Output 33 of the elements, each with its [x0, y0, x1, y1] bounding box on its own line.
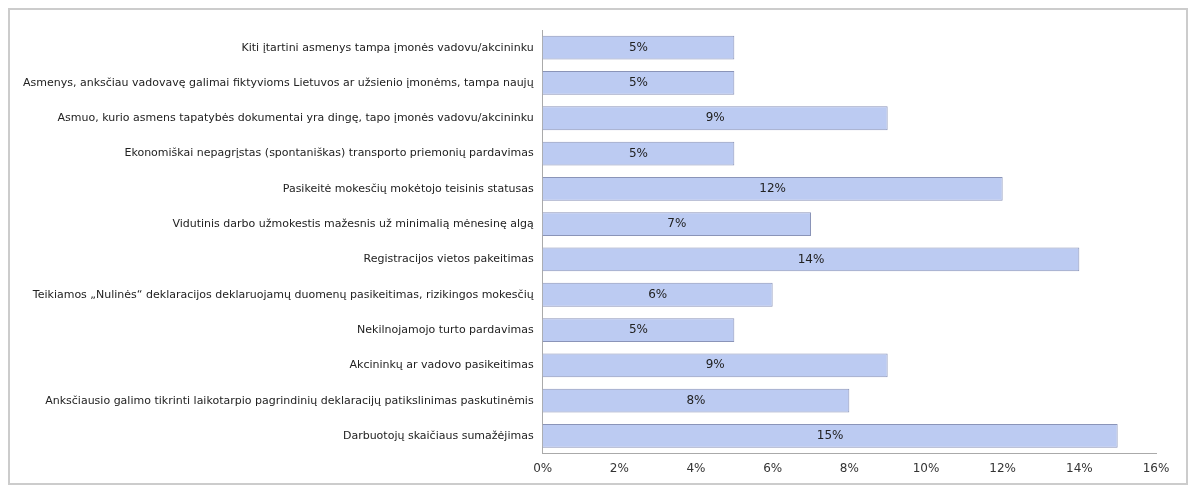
data-label: 8%	[686, 392, 706, 407]
data-label: 5%	[628, 145, 649, 160]
data-label: 6%	[648, 286, 668, 301]
data-label: 12%	[759, 180, 786, 195]
y-tick-label: Akcininkų ar vadovo pasikeitimas	[349, 358, 534, 372]
y-tick-label: Asmenys, anksčiau vadovavę galimai fiktyvioms Lietuvos ar užsienio įmonėms, tampa naujų	[22, 75, 534, 89]
data-label: 5%	[628, 322, 649, 337]
x-tick-label: 12%	[989, 460, 1016, 475]
x-tick-label: 8%	[839, 460, 859, 475]
data-label: 5%	[628, 75, 649, 90]
x-tick-label: 6%	[763, 460, 783, 475]
x-tick-label: 16%	[1142, 460, 1170, 475]
data-label: 14%	[797, 251, 825, 266]
y-tick-label: Anksčiausio galimo tikrinti laikotarpio pagrindinių deklaracijų patikslinimas paskutinėmis	[45, 393, 534, 407]
x-tick-label: 2%	[609, 460, 629, 475]
data-label: 5%	[628, 39, 649, 54]
data-label: 9%	[705, 110, 725, 125]
data-label: 9%	[705, 357, 725, 372]
y-tick-label: Darbuotojų skaičiaus sumažėjimas	[342, 428, 534, 442]
y-tick-label: Pasikeitė mokesčių mokėtojo teisinis statusas	[282, 181, 534, 195]
y-tick-label: Kiti įtartini asmenys tampa įmonės vadovu/akcininku	[241, 40, 534, 54]
data-label: 15%	[816, 428, 844, 443]
y-tick-label: Vidutinis darbo užmokestis mažesnis už minimalią mėnesinę algą	[172, 217, 534, 231]
x-tick-label: 10%	[912, 460, 940, 475]
x-tick-label: 4%	[686, 460, 706, 475]
y-tick-label: Teikiamos „Nulinės“ deklaracijos deklaruojamų duomenų pasikeitimas, rizikingos mokesčių	[31, 287, 534, 301]
data-label: 7%	[667, 216, 687, 231]
y-tick-label: Ekonomiškai nepagrįstas (spontaniškas) transporto priemonių pardavimas	[124, 146, 534, 160]
x-tick-label: 14%	[1066, 460, 1093, 475]
y-tick-label: Asmuo, kurio asmens tapatybės dokumentai yra dingę, tapo įmonės vadovu/akcininku	[57, 111, 534, 125]
x-tick-label: 0%	[533, 460, 553, 475]
y-tick-label: Nekilnojamojo turto pardavimas	[357, 322, 534, 336]
y-tick-label: Registracijos vietos pakeitimas	[363, 252, 534, 266]
